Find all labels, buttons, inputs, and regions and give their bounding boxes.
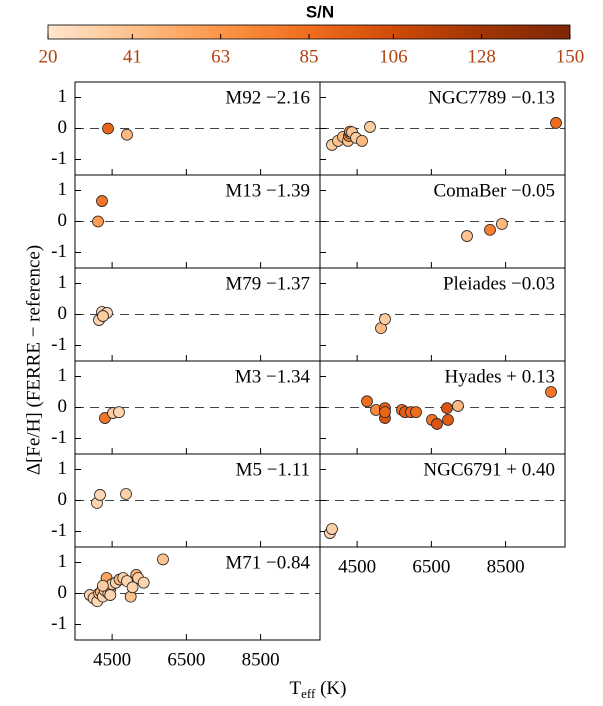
panel: Pleiades −0.03: [319, 267, 566, 362]
star-point: [137, 576, 150, 589]
panel-label: ComaBer −0.05: [433, 180, 555, 201]
y-tick-label: 1: [58, 86, 68, 107]
colorbar-tick-label: 85: [300, 46, 319, 67]
x-tick-label: 8500: [487, 556, 525, 577]
star-point: [442, 413, 454, 426]
star-point: [94, 489, 106, 501]
y-tick-label: 1: [58, 551, 68, 572]
panel-label: M13 −1.39: [225, 180, 310, 201]
colorbar-tick-label: 150: [556, 46, 585, 67]
panel-label: M71 −0.84: [225, 552, 310, 573]
star-point: [157, 553, 169, 566]
panel: -1 0 1 M13 −1.39: [51, 174, 321, 269]
panel: NGC7789 −0.13: [319, 81, 566, 176]
star-point: [326, 523, 338, 535]
y-tick-label: -1: [51, 427, 67, 448]
star-point: [92, 215, 104, 228]
colorbar-tick-label: 41: [123, 46, 142, 67]
x-tick-label: 8500: [242, 649, 280, 670]
x-tick-label: 6500: [412, 556, 450, 577]
panel: -1 0 1 4500 6500 8500 M71 −0.84: [51, 546, 321, 670]
star-point: [461, 230, 473, 242]
x-tick-label: 6500: [167, 649, 205, 670]
panel-label: M3 −1.34: [235, 366, 311, 387]
star-point: [113, 406, 125, 419]
panel-label: NGC6791 + 0.40: [423, 459, 555, 480]
y-tick-label: 1: [58, 272, 68, 293]
y-tick-label: 0: [58, 117, 68, 138]
x-label-sub: eff: [301, 686, 316, 701]
colorbar-tick-label: 106: [379, 46, 408, 67]
panel-label: NGC7789 −0.13: [428, 87, 555, 108]
y-tick-label: 1: [58, 458, 68, 479]
y-tick-label: 0: [58, 396, 68, 417]
star-point: [102, 122, 114, 135]
y-tick-label: 1: [58, 179, 68, 200]
panel-frame: [319, 453, 566, 548]
x-tick-label: 4500: [338, 556, 376, 577]
star-point: [121, 128, 133, 141]
panel: ComaBer −0.05: [319, 174, 566, 269]
panel-label: M92 −2.16: [225, 87, 310, 108]
star-point: [484, 223, 496, 236]
star-point: [104, 589, 117, 601]
star-point: [364, 121, 376, 133]
panel: -1 0 1 M3 −1.34: [51, 360, 321, 455]
y-tick-label: -1: [51, 148, 67, 169]
colorbar-tick-label: 20: [39, 46, 58, 67]
x-label-main: T: [290, 678, 302, 699]
panel-label: Hyades + 0.13: [445, 366, 555, 387]
panel: -1 0 1 M5 −1.11: [51, 453, 321, 548]
panel: -1 0 1 M92 −2.16: [51, 81, 321, 176]
colorbar-tick-label: 128: [467, 46, 496, 67]
panel: -1 0 1 M79 −1.37: [51, 267, 321, 362]
star-point: [550, 117, 562, 129]
panel-label: Pleiades −0.03: [443, 273, 555, 294]
x-axis-label: Teff (K): [290, 678, 347, 701]
y-tick-label: 1: [58, 365, 68, 386]
colorbar-tick-label: 63: [211, 46, 230, 67]
panel-label: M79 −1.37: [225, 273, 310, 294]
panel-frame: [74, 546, 321, 641]
star-point: [410, 406, 422, 419]
star-point: [96, 195, 108, 207]
star-point: [126, 581, 139, 594]
y-tick-label: -1: [51, 613, 67, 634]
star-point: [545, 386, 557, 398]
star-point: [96, 579, 109, 592]
y-tick-label: -1: [51, 520, 67, 541]
star-point: [361, 395, 373, 408]
star-point: [379, 313, 391, 326]
panel-label: M5 −1.11: [236, 459, 310, 480]
star-point: [452, 400, 464, 412]
colorbar-title: S/N: [306, 2, 334, 21]
star-point: [120, 488, 132, 500]
y-tick-label: -1: [51, 334, 67, 355]
y-tick-label: 0: [58, 582, 68, 603]
y-tick-label: 0: [58, 303, 68, 324]
x-label-unit: (K): [315, 678, 346, 699]
y-tick-label: 0: [58, 210, 68, 231]
star-point: [441, 402, 453, 415]
y-tick-label: -1: [51, 241, 67, 262]
panel: 4500 6500 8500 NGC6791 + 0.40: [319, 453, 566, 577]
colorbar: 20 41 63 85 106 128 150: [39, 24, 585, 67]
y-tick-label: 0: [58, 489, 68, 510]
star-point: [495, 218, 508, 230]
panel: Hyades + 0.13: [319, 360, 566, 455]
star-point: [97, 310, 109, 322]
star-point: [356, 134, 368, 147]
star-point: [379, 406, 391, 419]
y-axis-label: Δ[Fe/H] (FERRE − reference): [23, 245, 44, 475]
x-tick-label: 4500: [93, 649, 131, 670]
star-point: [431, 418, 443, 430]
